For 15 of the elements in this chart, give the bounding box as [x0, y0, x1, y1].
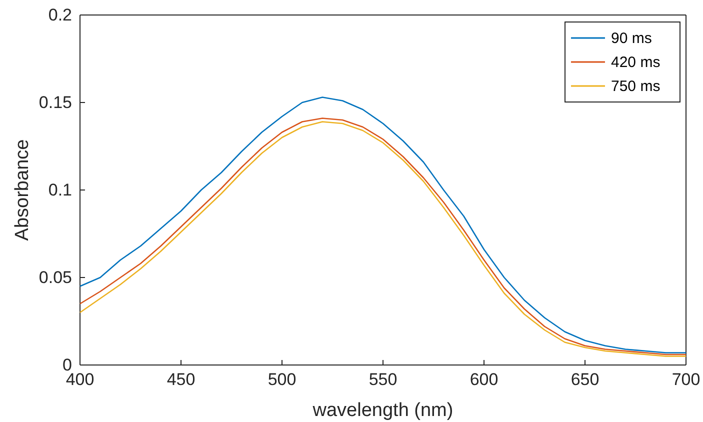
- x-tick-label: 650: [570, 370, 600, 390]
- legend-label: 750 ms: [611, 78, 660, 95]
- y-tick-label: 0.05: [38, 268, 72, 287]
- x-tick-label: 450: [166, 370, 196, 390]
- legend-label: 90 ms: [611, 30, 652, 47]
- x-tick-label: 500: [268, 370, 296, 390]
- x-tick-label: 700: [672, 370, 700, 390]
- x-tick-label: 600: [470, 370, 498, 390]
- y-tick-label: 0.2: [48, 5, 72, 24]
- x-axis-title: wavelength (nm): [312, 400, 454, 421]
- x-tick-label: 550: [368, 370, 398, 390]
- y-tick-label: 0.1: [48, 180, 72, 200]
- y-tick-label: 0.15: [38, 92, 72, 112]
- y-axis-title: Absorbance: [12, 139, 33, 241]
- legend-label: 420 ms: [611, 54, 660, 71]
